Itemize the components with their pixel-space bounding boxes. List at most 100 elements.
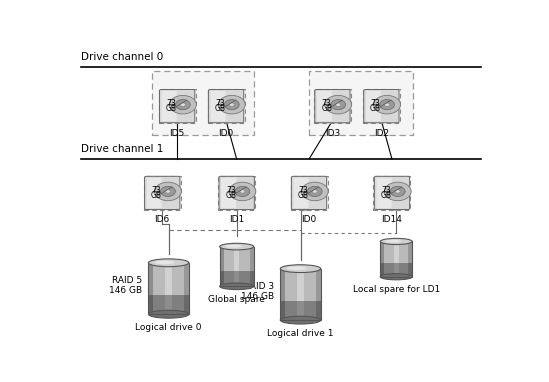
Circle shape	[235, 186, 250, 196]
FancyBboxPatch shape	[219, 176, 254, 210]
Circle shape	[166, 190, 170, 193]
Bar	[380, 241, 412, 277]
Text: 73: 73	[166, 99, 176, 108]
FancyBboxPatch shape	[309, 71, 413, 135]
FancyBboxPatch shape	[210, 91, 226, 121]
Text: ID14: ID14	[382, 215, 402, 224]
Bar	[165, 263, 172, 314]
FancyBboxPatch shape	[290, 176, 328, 210]
FancyBboxPatch shape	[315, 89, 350, 123]
Circle shape	[374, 96, 401, 114]
Bar	[220, 247, 254, 286]
Circle shape	[380, 100, 395, 110]
Text: GB: GB	[298, 191, 309, 200]
Bar	[394, 241, 399, 277]
Text: ID1: ID1	[229, 215, 244, 224]
Bar	[234, 247, 239, 286]
Text: GB: GB	[215, 104, 226, 113]
Circle shape	[384, 182, 411, 201]
Circle shape	[155, 182, 181, 201]
Text: Drive channel 1: Drive channel 1	[81, 144, 164, 154]
Text: GB: GB	[151, 191, 162, 200]
Ellipse shape	[220, 283, 254, 290]
Text: Global spare: Global spare	[208, 295, 265, 304]
Text: ID0: ID0	[219, 129, 234, 138]
Bar	[184, 263, 189, 314]
Circle shape	[301, 182, 328, 201]
FancyBboxPatch shape	[218, 176, 255, 210]
Bar	[220, 247, 224, 286]
Bar	[148, 263, 189, 314]
Text: GB: GB	[226, 191, 237, 200]
Bar	[380, 263, 412, 277]
Text: 73: 73	[215, 99, 225, 108]
FancyBboxPatch shape	[373, 176, 411, 210]
FancyBboxPatch shape	[314, 89, 351, 123]
Circle shape	[225, 100, 239, 110]
FancyBboxPatch shape	[366, 91, 381, 121]
Ellipse shape	[287, 267, 306, 270]
Text: RAID 5
146 GB: RAID 5 146 GB	[109, 276, 142, 295]
Ellipse shape	[385, 240, 401, 243]
Bar	[148, 263, 189, 314]
Ellipse shape	[220, 243, 254, 250]
Circle shape	[336, 103, 340, 106]
Circle shape	[240, 190, 245, 193]
FancyBboxPatch shape	[147, 178, 162, 208]
Text: ID0: ID0	[301, 215, 317, 224]
Text: 73: 73	[152, 186, 161, 195]
Text: ID5: ID5	[170, 129, 185, 138]
Bar	[148, 263, 153, 314]
Bar	[281, 301, 321, 320]
Text: ID2: ID2	[374, 129, 389, 138]
Ellipse shape	[380, 274, 412, 280]
Bar	[148, 295, 189, 314]
Text: GB: GB	[321, 104, 332, 113]
Ellipse shape	[380, 238, 412, 244]
Circle shape	[181, 103, 185, 106]
Ellipse shape	[225, 245, 242, 248]
Bar	[281, 269, 285, 320]
Ellipse shape	[148, 310, 189, 318]
Circle shape	[219, 96, 245, 114]
Bar	[297, 269, 304, 320]
FancyBboxPatch shape	[292, 176, 327, 210]
Text: ID3: ID3	[325, 129, 340, 138]
Text: 73: 73	[299, 186, 308, 195]
FancyBboxPatch shape	[159, 89, 195, 123]
Circle shape	[385, 103, 389, 106]
Bar	[281, 269, 321, 320]
Circle shape	[229, 103, 234, 106]
FancyBboxPatch shape	[363, 89, 399, 123]
Bar	[281, 269, 321, 320]
Text: 73: 73	[371, 99, 380, 108]
Text: GB: GB	[166, 104, 177, 113]
FancyBboxPatch shape	[144, 176, 181, 210]
FancyBboxPatch shape	[152, 71, 254, 135]
Ellipse shape	[281, 265, 321, 273]
FancyBboxPatch shape	[294, 178, 309, 208]
Text: Logical drive 1: Logical drive 1	[267, 329, 334, 338]
Bar	[281, 269, 321, 301]
Circle shape	[331, 100, 345, 110]
Text: ID6: ID6	[155, 215, 170, 224]
Circle shape	[307, 186, 322, 196]
Circle shape	[312, 190, 317, 193]
Text: RAID 3
146 GB: RAID 3 146 GB	[241, 282, 274, 301]
Text: Local spare for LD1: Local spare for LD1	[352, 285, 440, 294]
Ellipse shape	[281, 316, 321, 324]
Bar	[380, 241, 412, 277]
Bar	[316, 269, 321, 320]
Text: 73: 73	[226, 186, 236, 195]
FancyBboxPatch shape	[209, 89, 244, 123]
Text: GB: GB	[370, 104, 381, 113]
Text: GB: GB	[381, 191, 392, 200]
FancyBboxPatch shape	[363, 89, 400, 123]
FancyBboxPatch shape	[161, 91, 177, 121]
Circle shape	[170, 96, 197, 114]
Bar	[220, 247, 254, 271]
Ellipse shape	[154, 261, 175, 264]
FancyBboxPatch shape	[208, 89, 244, 123]
Bar	[220, 271, 254, 286]
Circle shape	[325, 96, 351, 114]
